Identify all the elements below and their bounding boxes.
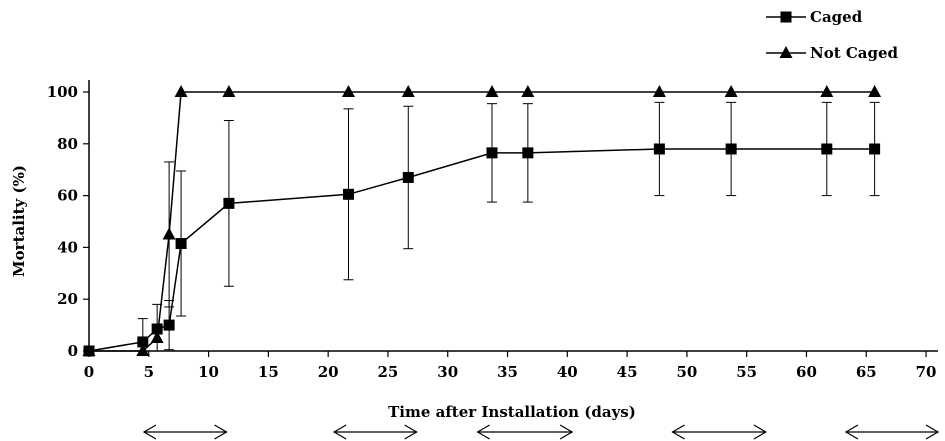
period-arrow xyxy=(671,424,767,440)
period-arrow xyxy=(476,424,574,440)
not-caged-point xyxy=(174,85,188,97)
caged-point xyxy=(486,147,498,159)
x-tick-label: 5 xyxy=(144,363,154,381)
y-tick-label: 40 xyxy=(57,238,78,256)
y-tick-label: 100 xyxy=(47,83,78,101)
x-axis-title: Time after Installation (days) xyxy=(388,403,636,421)
caged-point xyxy=(163,319,175,331)
x-tick-label: 40 xyxy=(557,363,578,381)
period-arrow xyxy=(844,424,940,440)
not-caged-line xyxy=(89,91,875,352)
x-tick-label: 70 xyxy=(916,363,937,381)
legend-marker-not-caged xyxy=(779,46,793,58)
x-tick-label: 55 xyxy=(736,363,757,381)
not-caged-point xyxy=(222,85,236,97)
y-tick-label: 0 xyxy=(68,342,78,360)
y-axis-ticks: 0 20 40 60 80 100 xyxy=(47,83,89,360)
not-caged-point xyxy=(521,85,535,97)
caged-point xyxy=(869,143,881,155)
legend-marker-caged xyxy=(780,11,792,23)
period-arrow-head-left xyxy=(142,424,157,440)
not-caged-point xyxy=(868,85,882,97)
y-tick-label: 80 xyxy=(57,135,78,153)
caged-point xyxy=(821,143,833,155)
not-caged-point xyxy=(724,85,738,97)
legend-item-not-caged: Not Caged xyxy=(766,44,899,62)
period-arrow-head-right xyxy=(404,424,418,440)
period-arrow xyxy=(142,424,228,440)
legend-label-not-caged: Not Caged xyxy=(810,44,899,62)
x-tick-label: 50 xyxy=(676,363,697,381)
series-markers xyxy=(82,85,882,357)
period-arrow-head-right xyxy=(753,424,767,440)
not-caged-point xyxy=(485,85,499,97)
x-tick-label: 25 xyxy=(378,363,399,381)
x-tick-label: 30 xyxy=(437,363,458,381)
x-tick-label: 20 xyxy=(318,363,339,381)
not-caged-point xyxy=(150,331,164,344)
period-arrow-head-left xyxy=(476,424,490,440)
period-arrow-head-left xyxy=(844,424,859,440)
caged-point xyxy=(137,336,149,348)
period-arrow-head-right xyxy=(925,424,940,440)
x-tick-label: 45 xyxy=(617,363,638,381)
legend-item-caged: Caged xyxy=(766,8,863,26)
caged-point xyxy=(175,238,187,250)
period-arrows xyxy=(142,424,940,440)
period-arrow-head-right xyxy=(214,424,228,440)
not-caged-point xyxy=(136,344,150,356)
period-arrow-head-right xyxy=(559,424,574,440)
not-caged-point xyxy=(401,85,415,97)
x-tick-label: 60 xyxy=(796,363,817,381)
period-arrow xyxy=(332,424,418,440)
y-tick-label: 20 xyxy=(57,290,78,308)
caged-point xyxy=(342,188,354,200)
caged-point xyxy=(223,197,235,209)
x-tick-label: 10 xyxy=(198,363,219,381)
x-axis-ticks: 0 5 10 15 20 25 30 35 40 45 50 55 60 65 70 xyxy=(84,351,937,381)
not-caged-point xyxy=(652,85,666,97)
x-tick-label: 0 xyxy=(84,363,94,381)
legend-label-caged: Caged xyxy=(810,8,863,26)
not-caged-point xyxy=(162,227,176,240)
caged-line xyxy=(88,148,875,352)
period-arrow-head-left xyxy=(332,424,347,440)
y-axis-title: Mortality (%) xyxy=(10,165,28,277)
caged-point xyxy=(151,323,163,335)
caged-point xyxy=(402,171,414,183)
axes xyxy=(88,80,938,352)
y-tick-label: 60 xyxy=(57,187,78,205)
legend: Caged Not Caged xyxy=(766,8,899,62)
x-tick-label: 35 xyxy=(497,363,518,381)
not-caged-point xyxy=(341,85,355,97)
not-caged-point xyxy=(82,344,96,356)
series-lines xyxy=(88,91,875,352)
period-arrow-head-left xyxy=(671,424,685,440)
caged-point xyxy=(522,147,534,159)
caged-point xyxy=(725,143,737,155)
x-tick-label: 65 xyxy=(856,363,877,381)
caged-point xyxy=(653,143,665,155)
error-bars xyxy=(137,101,880,352)
x-tick-label: 15 xyxy=(258,363,279,381)
not-caged-point xyxy=(820,85,834,97)
